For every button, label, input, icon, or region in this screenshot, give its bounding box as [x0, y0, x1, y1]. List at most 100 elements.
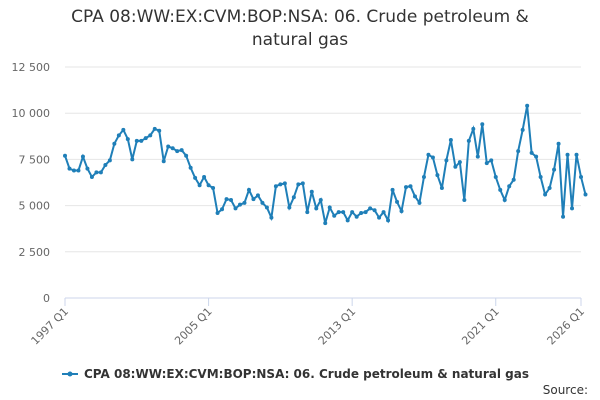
point: [116, 133, 121, 138]
point: [157, 128, 162, 133]
point: [552, 167, 557, 172]
point: [341, 210, 346, 215]
point: [363, 210, 368, 215]
point: [224, 197, 229, 202]
point: [175, 149, 180, 154]
point: [269, 215, 274, 220]
point: [471, 126, 476, 131]
point: [444, 158, 449, 163]
point: [574, 152, 579, 157]
point: [125, 137, 130, 142]
point: [148, 133, 153, 138]
point: [98, 170, 103, 175]
point: [130, 157, 135, 162]
point: [134, 138, 139, 143]
point: [412, 194, 417, 199]
y-tick-label: 2 500: [19, 246, 51, 259]
point: [565, 152, 570, 157]
y-tick-label: 12 500: [12, 61, 51, 74]
point: [368, 206, 373, 211]
point: [242, 200, 247, 205]
point: [435, 173, 440, 178]
point: [107, 158, 112, 163]
x-tick-label: 2021 Q1: [459, 305, 502, 348]
point: [211, 186, 216, 191]
point: [556, 141, 561, 146]
x-tick-label: 2013 Q1: [316, 305, 359, 348]
point: [439, 186, 444, 191]
source: Source:: [543, 383, 588, 397]
point: [184, 153, 189, 158]
point: [484, 161, 489, 166]
point: [507, 184, 512, 189]
point: [152, 126, 157, 131]
point: [197, 183, 202, 188]
y-tick-label: 10 000: [12, 107, 51, 120]
y-tick-label: 0: [43, 292, 50, 305]
point: [547, 186, 552, 191]
point: [296, 182, 301, 187]
point: [300, 181, 305, 186]
point: [67, 166, 72, 171]
point: [453, 164, 458, 169]
point: [570, 206, 575, 211]
point: [350, 210, 355, 215]
point: [466, 138, 471, 143]
point: [511, 177, 516, 182]
point: [404, 185, 409, 190]
point: [493, 174, 498, 179]
point: [143, 136, 148, 141]
point: [291, 195, 296, 200]
x-tick-label: 2026 Q1: [545, 305, 588, 348]
point: [193, 175, 198, 180]
point: [63, 153, 67, 158]
point: [139, 138, 144, 143]
point: [121, 127, 126, 132]
point: [332, 213, 337, 218]
point: [426, 152, 431, 157]
point: [251, 197, 256, 202]
point: [399, 209, 404, 214]
point: [220, 207, 225, 212]
point: [278, 182, 283, 187]
point: [561, 214, 566, 219]
point: [534, 154, 539, 159]
point: [475, 154, 480, 159]
point: [179, 148, 184, 153]
point: [309, 189, 314, 194]
point: [359, 210, 364, 215]
point: [323, 221, 328, 226]
x-tick-label: 1997 Q1: [29, 305, 72, 348]
point: [336, 210, 341, 215]
point: [71, 168, 76, 173]
point: [255, 193, 260, 198]
point: [305, 210, 310, 215]
point: [529, 150, 534, 155]
point: [408, 184, 413, 189]
point: [489, 158, 494, 163]
point: [206, 183, 211, 188]
point: [579, 174, 583, 179]
legend-marker: [67, 371, 73, 377]
point: [264, 205, 269, 210]
point: [237, 202, 242, 207]
point: [161, 159, 166, 164]
point: [386, 218, 391, 223]
y-tick-label: 5 000: [19, 200, 51, 213]
point: [520, 127, 525, 132]
point: [480, 122, 485, 127]
point: [395, 199, 400, 204]
point: [188, 165, 193, 170]
point: [233, 206, 238, 211]
point: [273, 184, 278, 189]
point: [327, 205, 332, 210]
point: [318, 198, 323, 203]
point: [215, 210, 220, 215]
point: [421, 174, 426, 179]
point: [457, 160, 462, 165]
point: [417, 200, 422, 205]
point: [525, 103, 530, 108]
point: [516, 149, 521, 154]
point: [89, 174, 94, 179]
point: [287, 205, 292, 210]
